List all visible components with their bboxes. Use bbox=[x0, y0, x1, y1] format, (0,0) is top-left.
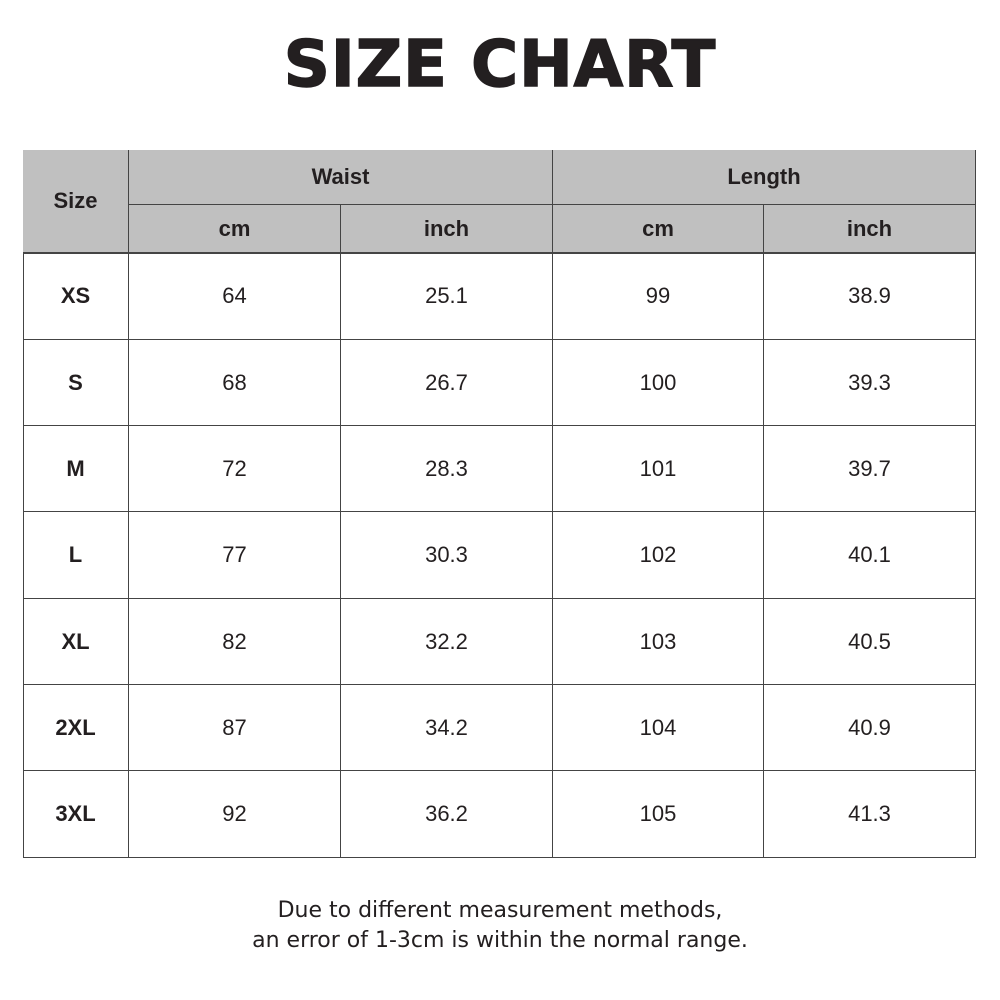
table-cell-text: 105 bbox=[639, 801, 677, 826]
page-title: SIZE CHART bbox=[283, 27, 717, 103]
table-cell: 34.2 bbox=[341, 685, 553, 771]
table-cell: 82 bbox=[129, 599, 341, 685]
size-label-text: S bbox=[68, 369, 83, 395]
table-cell: 77 bbox=[129, 512, 341, 599]
header-size: Size bbox=[23, 150, 129, 253]
table-cell-text: 40.1 bbox=[848, 542, 891, 567]
header-unit: cm bbox=[553, 205, 764, 253]
table-cell-text: 82 bbox=[222, 628, 247, 654]
size-label-text: XL bbox=[61, 628, 90, 654]
table-cell-text: 39.7 bbox=[848, 455, 891, 481]
table-cell: 104 bbox=[553, 685, 764, 771]
table-cell: 102 bbox=[553, 512, 764, 599]
table-cell-text: 28.3 bbox=[425, 455, 468, 481]
header-unit-text: inch bbox=[846, 215, 893, 241]
table-cell-text: 39.3 bbox=[848, 369, 891, 395]
table-cell-text: 99 bbox=[645, 283, 671, 308]
header-divider bbox=[23, 252, 976, 254]
note-line-1: Due to different measurement methods, bbox=[277, 898, 723, 923]
table-cell: 38.9 bbox=[764, 253, 976, 340]
size-label-text: M bbox=[66, 455, 85, 481]
size-label: XL bbox=[23, 599, 129, 685]
table-cell: 103 bbox=[553, 599, 764, 685]
table-cell: 40.5 bbox=[764, 599, 976, 685]
table-cell: 87 bbox=[129, 685, 341, 771]
table-cell: 40.1 bbox=[764, 512, 976, 599]
size-label: 2XL bbox=[23, 685, 129, 771]
table-cell-text: 72 bbox=[222, 455, 247, 481]
table-cell-text: 104 bbox=[639, 714, 677, 740]
table-cell-text: 41.3 bbox=[848, 801, 891, 826]
header-unit: inch bbox=[764, 205, 976, 253]
table-cell: 72 bbox=[129, 426, 341, 512]
size-label: M bbox=[23, 426, 129, 512]
table-cell: 41.3 bbox=[764, 771, 976, 858]
table-cell: 39.7 bbox=[764, 426, 976, 512]
table-cell-text: 40.5 bbox=[848, 628, 891, 654]
table-cell-text: 30.3 bbox=[425, 542, 468, 567]
size-label-text: L bbox=[68, 542, 83, 567]
size-label: 3XL bbox=[23, 771, 129, 858]
table-cell: 36.2 bbox=[341, 771, 553, 858]
table-cell-text: 36.2 bbox=[425, 801, 468, 826]
size-label: L bbox=[23, 512, 129, 599]
table-cell: 25.1 bbox=[341, 253, 553, 340]
table-cell-text: 87 bbox=[222, 714, 247, 740]
table-cell: 39.3 bbox=[764, 340, 976, 426]
table-cell: 30.3 bbox=[341, 512, 553, 599]
table-cell: 32.2 bbox=[341, 599, 553, 685]
note-line-2: an error of 1-3cm is within the normal r… bbox=[252, 928, 748, 953]
table-cell: 68 bbox=[129, 340, 341, 426]
header-length: Length bbox=[553, 150, 976, 205]
table-cell-text: 32.2 bbox=[425, 628, 468, 654]
table-cell-text: 68 bbox=[222, 369, 247, 395]
table-cell-text: 92 bbox=[222, 801, 247, 826]
table-cell-text: 40.9 bbox=[848, 714, 891, 740]
table-cell-text: 103 bbox=[639, 628, 677, 654]
header-unit: cm bbox=[129, 205, 341, 253]
table-cell-text: 34.2 bbox=[425, 714, 468, 740]
size-label-text: 3XL bbox=[55, 801, 96, 826]
table-cell: 92 bbox=[129, 771, 341, 858]
table-cell-text: 77 bbox=[222, 542, 247, 567]
header-length-text: Length bbox=[727, 164, 801, 189]
table-cell-text: 26.7 bbox=[425, 369, 468, 395]
table-cell-text: 100 bbox=[639, 369, 677, 395]
header-unit-text: inch bbox=[423, 215, 470, 241]
table-cell-text: 101 bbox=[639, 455, 677, 481]
table-cell: 101 bbox=[553, 426, 764, 512]
size-label: XS bbox=[23, 253, 129, 340]
header-waist-text: Waist bbox=[311, 164, 370, 189]
table-cell-text: 64 bbox=[222, 283, 247, 308]
table-cell-text: 25.1 bbox=[425, 283, 468, 308]
size-label-text: XS bbox=[60, 283, 91, 308]
table-cell: 26.7 bbox=[341, 340, 553, 426]
size-label: S bbox=[23, 340, 129, 426]
header-waist: Waist bbox=[129, 150, 553, 205]
table-cell-text: 38.9 bbox=[848, 283, 891, 308]
header-unit-text: cm bbox=[642, 215, 674, 241]
table-cell: 105 bbox=[553, 771, 764, 858]
header-unit-text: cm bbox=[218, 215, 251, 241]
table-cell: 64 bbox=[129, 253, 341, 340]
table-cell: 40.9 bbox=[764, 685, 976, 771]
header-unit: inch bbox=[341, 205, 553, 253]
table-cell-text: 102 bbox=[639, 542, 677, 567]
table-cell: 100 bbox=[553, 340, 764, 426]
header-size-text: Size bbox=[53, 188, 98, 213]
table-cell: 99 bbox=[553, 253, 764, 340]
table-cell: 28.3 bbox=[341, 426, 553, 512]
size-label-text: 2XL bbox=[55, 714, 96, 740]
